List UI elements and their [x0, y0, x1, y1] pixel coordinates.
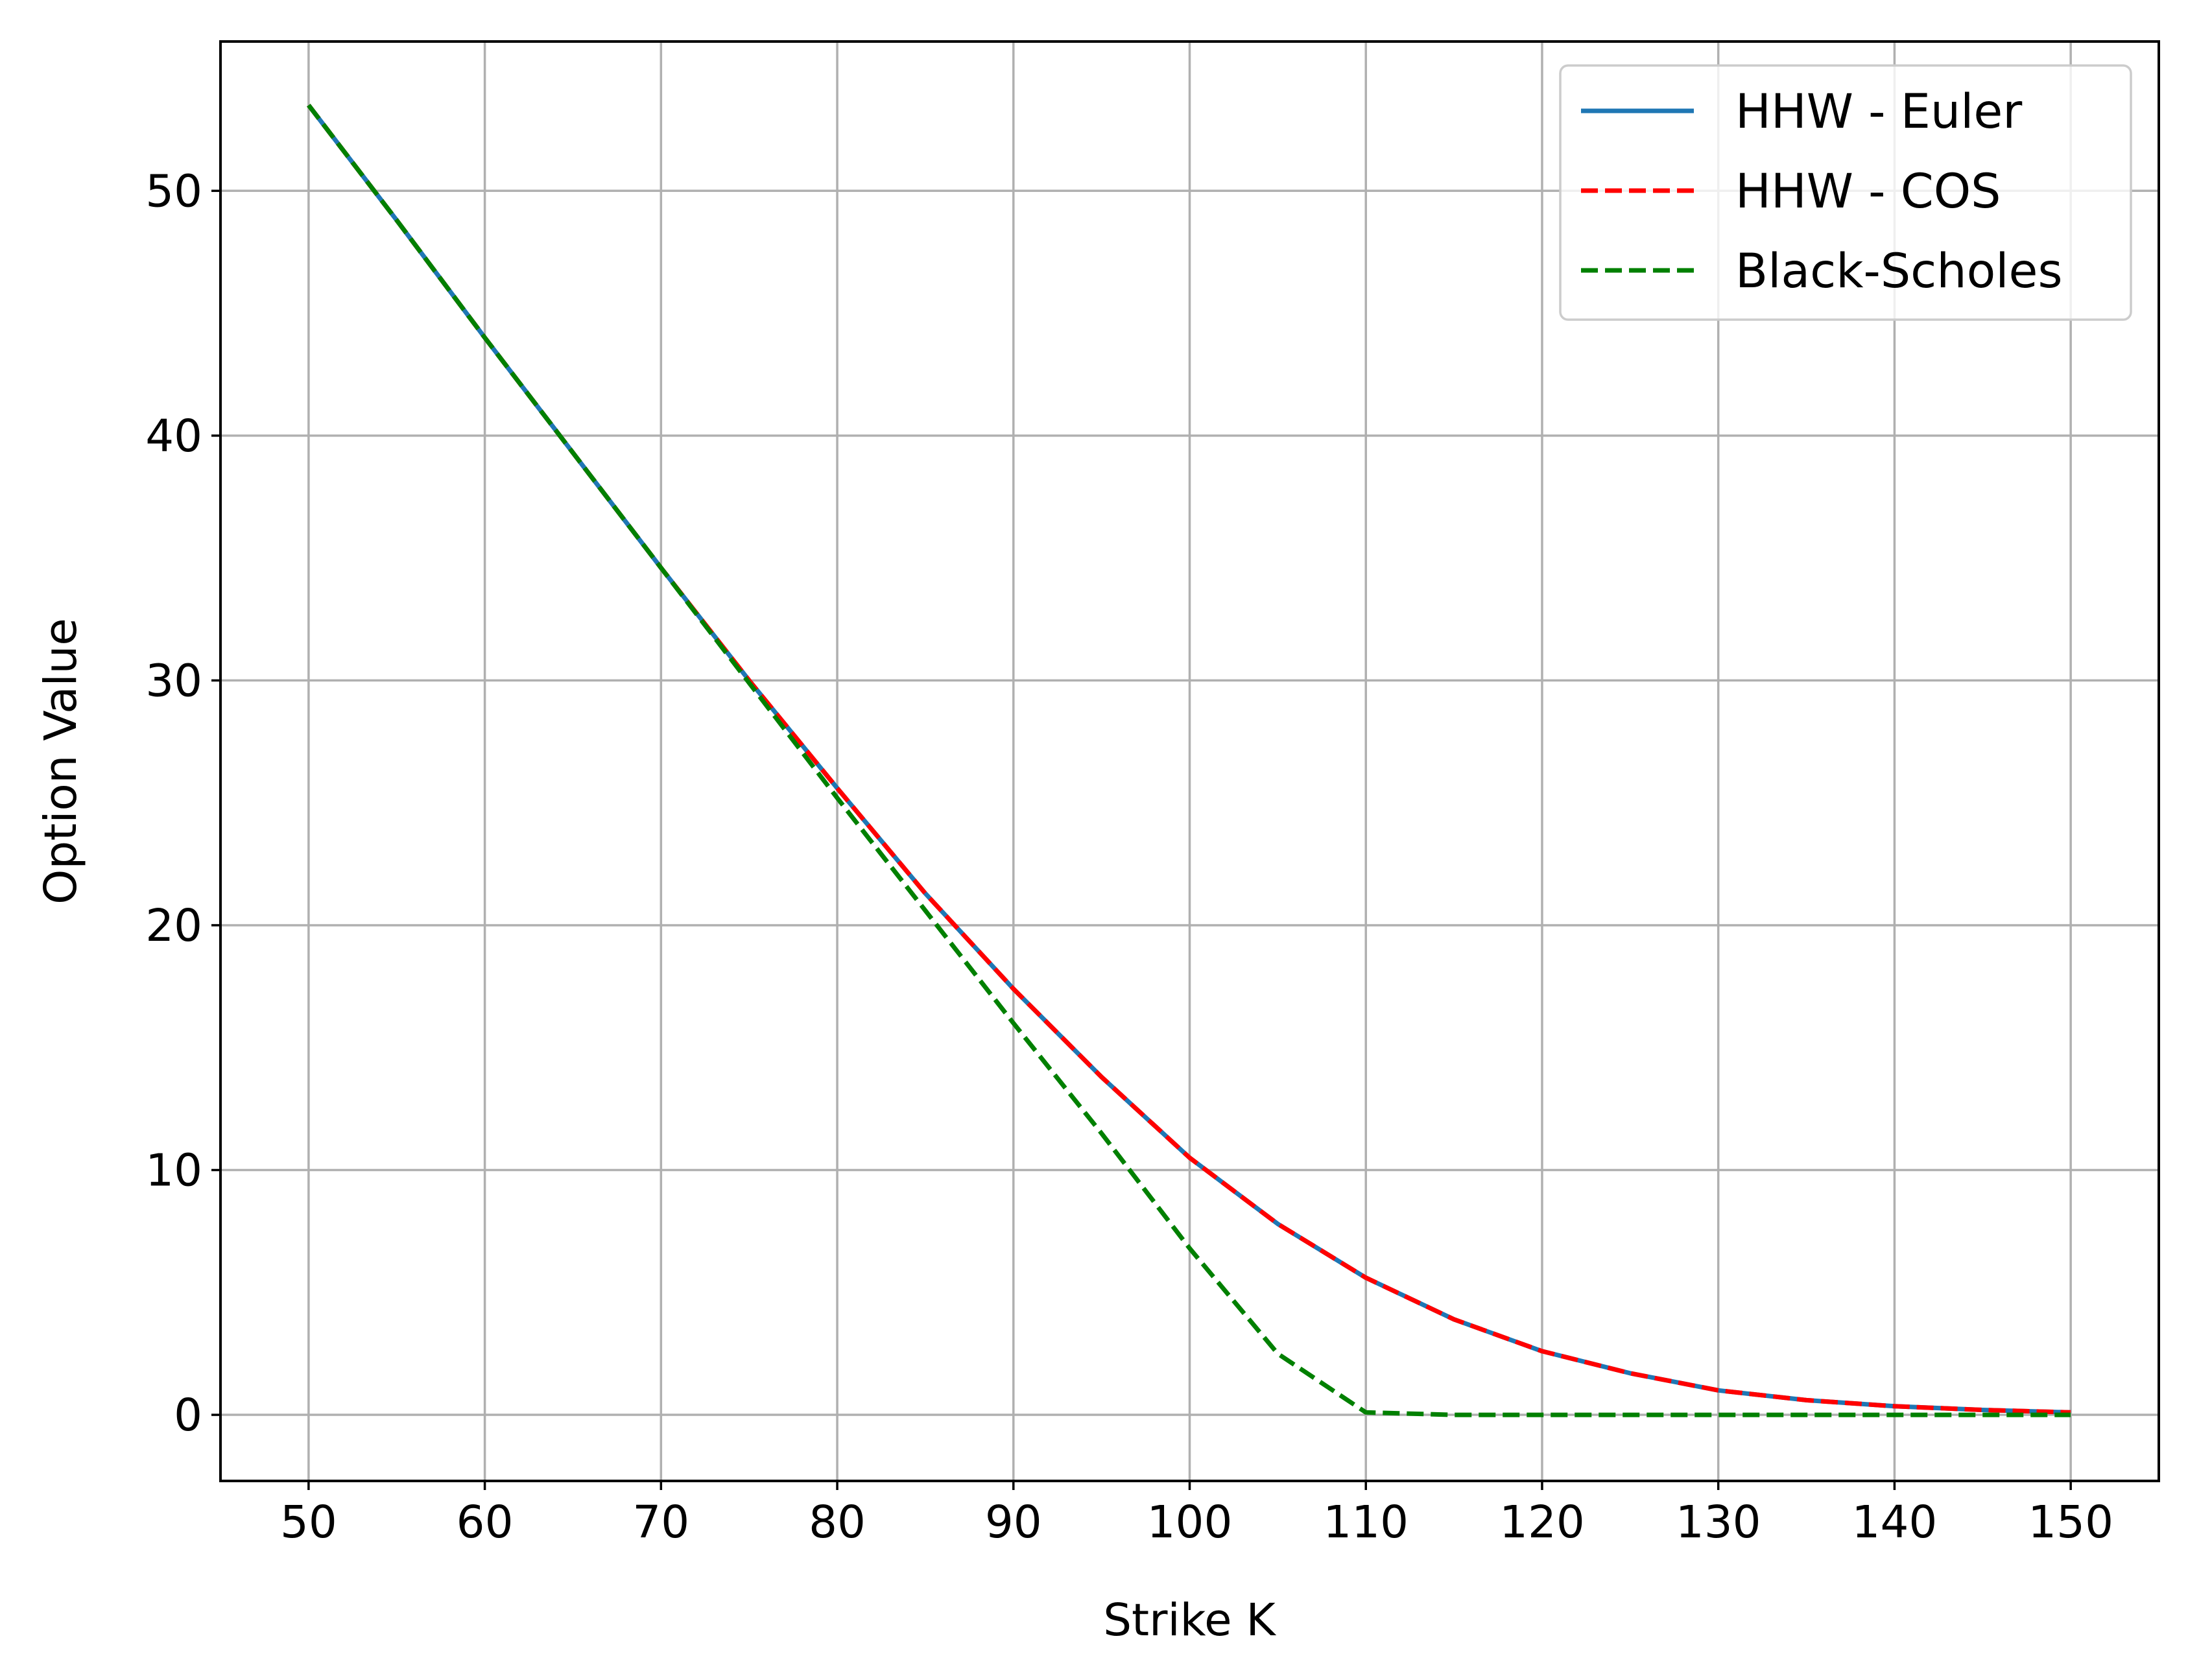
- axis-ticks: 50 60 70 80 90 100 110 120 130 140 150 0 10 20 30 40 50: [145, 165, 2113, 1548]
- x-tick-label: 90: [985, 1497, 1042, 1548]
- x-tick-label: 60: [457, 1497, 514, 1548]
- x-tick-label: 50: [280, 1497, 337, 1548]
- x-tick-label: 130: [1676, 1497, 1761, 1548]
- y-tick-label: 10: [145, 1145, 202, 1197]
- legend-label: Black-Scholes: [1735, 244, 2062, 299]
- x-tick-label: 150: [2028, 1497, 2113, 1548]
- legend-box: [1559, 64, 2132, 321]
- legend-label: HHW - Euler: [1735, 84, 2023, 139]
- x-tick-label: 110: [1323, 1497, 1409, 1548]
- y-tick-label: 0: [174, 1390, 202, 1441]
- y-tick-label: 40: [145, 410, 202, 462]
- y-tick-label: 20: [145, 900, 202, 952]
- y-axis-label: Option Value: [35, 618, 87, 905]
- legend-label: HHW - COS: [1735, 164, 2001, 219]
- legend: HHW - Euler HHW - COS Black-Scholes: [1559, 64, 2132, 321]
- x-tick-label: 120: [1499, 1497, 1585, 1548]
- x-tick-label: 140: [1852, 1497, 1938, 1548]
- x-tick-label: 100: [1147, 1497, 1233, 1548]
- x-tick-label: 70: [632, 1497, 689, 1548]
- x-axis-label: Strike K: [1103, 1594, 1276, 1646]
- series-lines: [307, 104, 2071, 1417]
- series-line-black-scholes: [307, 104, 2071, 1417]
- y-tick-label: 50: [145, 165, 202, 217]
- y-tick-label: 30: [145, 655, 202, 707]
- x-tick-label: 80: [809, 1497, 866, 1548]
